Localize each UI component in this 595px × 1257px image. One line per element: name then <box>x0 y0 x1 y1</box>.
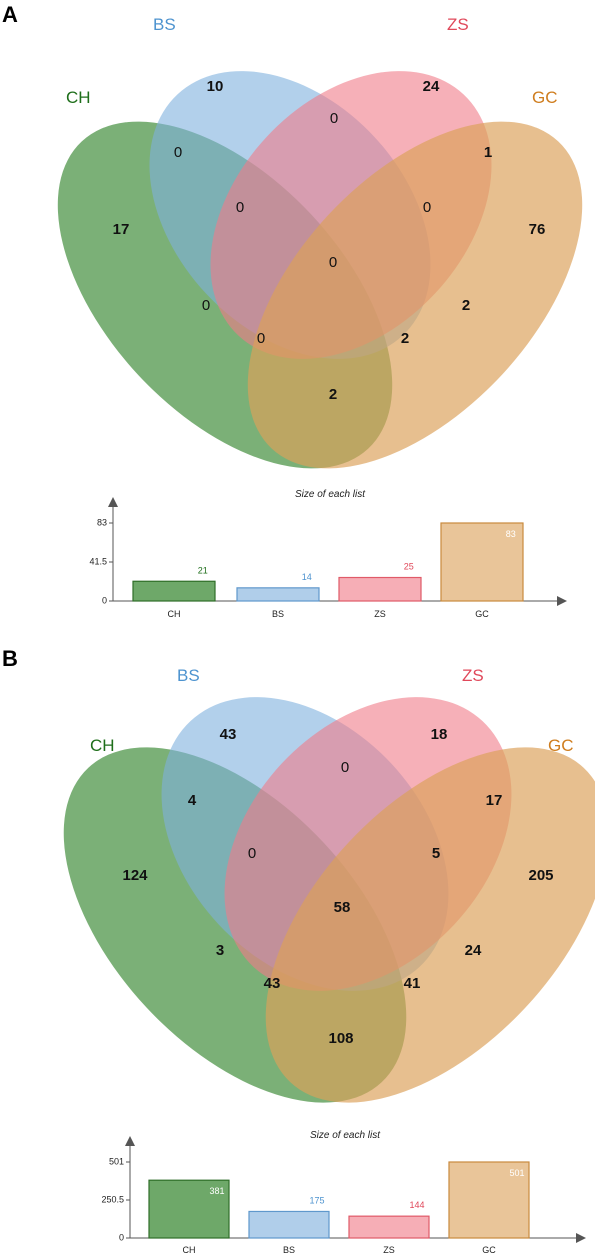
venn-b-region-all: 58 <box>334 899 351 916</box>
panel-b-letter: B <box>2 646 18 671</box>
venn-a-region-bs-zs: 0 <box>330 110 338 127</box>
bar-chart-b-ytick-label: 0 <box>119 1232 124 1242</box>
bar-chart-b-bar-ch <box>148 1179 230 1239</box>
bar-chart-b-category-label: BS <box>283 1245 295 1255</box>
bar-chart-a-bar-gc <box>440 522 524 602</box>
venn-a-region-ch-zs: 0 <box>202 297 210 314</box>
venn-b-label-gc: GC <box>548 736 574 755</box>
venn-b-label-ch: CH <box>90 736 115 755</box>
bar-chart-b-bar-zs <box>348 1215 430 1239</box>
venn-a: BS ZS CH GC 10 24 0 0 1 17 76 0 0 0 0 2 … <box>57 15 583 469</box>
venn-b-region-gc-only: 205 <box>528 867 553 884</box>
bar-chart-a-ytick-label: 83 <box>97 517 107 527</box>
venn-a-region-all: 0 <box>329 254 337 271</box>
panel-a-letter: A <box>2 2 18 27</box>
panel-a: A BS ZS CH GC 10 24 0 0 1 17 76 0 0 0 0 … <box>2 2 583 619</box>
venn-b-region-ch-gc: 108 <box>328 1030 353 1047</box>
venn-a-region-gc-only: 76 <box>529 221 546 238</box>
bar-chart-b: Size of each list 0 250.5 501 CH 381 BS 175 ZS 1… <box>101 1130 586 1255</box>
venn-b-label-zs: ZS <box>462 666 484 685</box>
venn-b-region-ch-only: 124 <box>122 867 148 884</box>
venn-a-label-gc: GC <box>532 88 558 107</box>
bar-chart-b-y-arrow <box>125 1136 135 1146</box>
bar-chart-a-category-label: CH <box>168 609 181 619</box>
bar-chart-b-value-label: 175 <box>309 1195 324 1205</box>
venn-b-region-zs-gc: 17 <box>486 792 503 809</box>
venn-b-region-ch-bs-zs: 0 <box>248 845 256 862</box>
bar-chart-b-category-label: ZS <box>383 1245 395 1255</box>
bar-chart-b-value-label: 381 <box>209 1186 224 1196</box>
bar-chart-a-category-label: GC <box>475 609 489 619</box>
bar-chart-b-title: Size of each list <box>310 1130 381 1141</box>
bar-chart-a-marks: 0 41.5 83 CH 21 BS 14 ZS 25 GC 83 <box>89 517 524 619</box>
bar-chart-b-x-arrow <box>576 1233 586 1243</box>
venn-b-region-bs-only: 43 <box>220 726 237 743</box>
venn-a-region-bs-zs-gc: 0 <box>423 199 431 216</box>
bar-chart-a-bar-bs <box>236 587 320 602</box>
venn-a-region-ch-bs-zs: 0 <box>236 199 244 216</box>
bar-chart-a-y-arrow <box>108 497 118 507</box>
venn-a-region-ch-only: 17 <box>113 221 130 238</box>
bar-chart-a-value-label: 21 <box>198 565 208 575</box>
venn-b-region-ch-zs: 3 <box>216 942 224 959</box>
venn-a-label-bs: BS <box>153 15 176 34</box>
venn-a-region-ch-zs-gc: 0 <box>257 330 265 347</box>
venn-a-region-zs-gc: 1 <box>484 144 492 161</box>
bar-chart-a-ytick-label: 0 <box>102 595 107 605</box>
venn-a-label-zs: ZS <box>447 15 469 34</box>
bar-chart-a-value-label: 25 <box>404 562 414 572</box>
venn-b: BS ZS CH GC 43 18 0 4 17 124 205 0 5 58 … <box>63 666 595 1103</box>
venn-b-label-bs: BS <box>177 666 200 685</box>
venn-b-region-ch-zs-gc: 43 <box>264 975 281 992</box>
bar-chart-b-ytick-label: 250.5 <box>101 1194 124 1204</box>
bar-chart-a-bar-ch <box>132 580 216 602</box>
venn-b-region-zs-only: 18 <box>431 726 448 743</box>
venn-b-region-ch-bs: 4 <box>188 792 197 809</box>
bar-chart-b-ytick-label: 501 <box>109 1156 124 1166</box>
bar-chart-a-bar-zs <box>338 576 422 602</box>
bar-chart-b-marks: 0 250.5 501 CH 381 BS 175 ZS 144 GC 501 <box>101 1156 530 1255</box>
bar-chart-a-title: Size of each list <box>295 489 366 500</box>
venn-a-ellipse-gc <box>247 121 583 469</box>
venn-b-ellipse-gc <box>265 747 595 1103</box>
panel-b: B BS ZS CH GC 43 18 0 4 17 124 205 0 5 5… <box>2 646 595 1255</box>
bar-chart-b-value-label: 501 <box>509 1168 524 1178</box>
venn-b-region-bs-zs: 0 <box>341 759 349 776</box>
venn-a-region-ch-bs: 0 <box>174 144 182 161</box>
bar-chart-b-category-label: GC <box>482 1245 496 1255</box>
bar-chart-a-x-arrow <box>557 596 567 606</box>
bar-chart-a-value-label: 14 <box>302 572 312 582</box>
bar-chart-b-value-label: 144 <box>409 1200 424 1210</box>
bar-chart-a-category-label: BS <box>272 609 284 619</box>
bar-chart-a: Size of each list 0 41.5 83 CH 21 BS 14 ZS 25 GC 8… <box>89 489 567 619</box>
venn-a-region-zs-only: 24 <box>423 78 440 95</box>
venn-a-region-ch-bs-gc: 2 <box>401 330 409 347</box>
venn-a-region-bs-gc: 2 <box>462 297 470 314</box>
bar-chart-b-category-label: CH <box>183 1245 196 1255</box>
bar-chart-b-bar-gc <box>448 1161 530 1239</box>
venn-a-region-ch-gc: 2 <box>329 386 337 403</box>
venn-a-region-bs-only: 10 <box>207 78 224 95</box>
venn-b-region-bs-gc: 24 <box>465 942 482 959</box>
bar-chart-b-bar-bs <box>248 1210 330 1239</box>
bar-chart-a-value-label: 83 <box>506 529 516 539</box>
bar-chart-a-category-label: ZS <box>374 609 386 619</box>
venn-b-region-bs-zs-gc: 5 <box>432 845 440 862</box>
bar-chart-a-ytick-label: 41.5 <box>89 556 107 566</box>
venn-b-region-ch-bs-gc: 41 <box>404 975 421 992</box>
venn-a-label-ch: CH <box>66 88 91 107</box>
